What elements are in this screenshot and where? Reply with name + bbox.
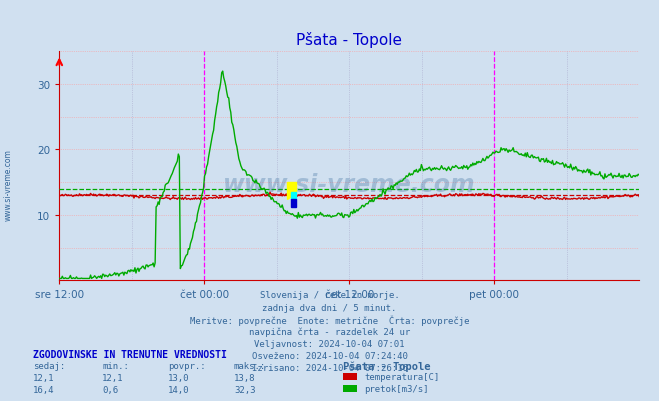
Text: zadnja dva dni / 5 minut.: zadnja dva dni / 5 minut. — [262, 303, 397, 312]
Text: 13,8: 13,8 — [234, 373, 256, 382]
Text: 16,4: 16,4 — [33, 385, 55, 394]
Text: Pšata - Topole: Pšata - Topole — [343, 361, 430, 371]
Bar — [291, 199, 295, 207]
Text: Izrisano: 2024-10-04 07:26:16: Izrisano: 2024-10-04 07:26:16 — [252, 363, 407, 372]
Text: temperatura[C]: temperatura[C] — [364, 372, 440, 381]
Text: maks.:: maks.: — [234, 361, 266, 370]
Text: Slovenija / reke in morje.: Slovenija / reke in morje. — [260, 291, 399, 300]
Title: Pšata - Topole: Pšata - Topole — [297, 32, 402, 48]
Text: 0,6: 0,6 — [102, 385, 118, 394]
Text: 13,0: 13,0 — [168, 373, 190, 382]
Text: Meritve: povprečne  Enote: metrične  Črta: povprečje: Meritve: povprečne Enote: metrične Črta:… — [190, 315, 469, 325]
Polygon shape — [291, 192, 295, 199]
Text: min.:: min.: — [102, 361, 129, 370]
Text: www.si-vreme.com: www.si-vreme.com — [3, 149, 13, 220]
Text: ZGODOVINSKE IN TRENUTNE VREDNOSTI: ZGODOVINSKE IN TRENUTNE VREDNOSTI — [33, 349, 227, 359]
Text: povpr.:: povpr.: — [168, 361, 206, 370]
Text: 32,3: 32,3 — [234, 385, 256, 394]
Text: 12,1: 12,1 — [102, 373, 124, 382]
Text: sedaj:: sedaj: — [33, 361, 65, 370]
Text: pretok[m3/s]: pretok[m3/s] — [364, 384, 429, 393]
Text: 14,0: 14,0 — [168, 385, 190, 394]
Polygon shape — [287, 183, 295, 199]
Text: 12,1: 12,1 — [33, 373, 55, 382]
Text: Osveženo: 2024-10-04 07:24:40: Osveženo: 2024-10-04 07:24:40 — [252, 351, 407, 360]
Text: navpična črta - razdelek 24 ur: navpična črta - razdelek 24 ur — [249, 327, 410, 336]
Text: Veljavnost: 2024-10-04 07:01: Veljavnost: 2024-10-04 07:01 — [254, 339, 405, 348]
Text: www.si-vreme.com: www.si-vreme.com — [223, 173, 476, 196]
